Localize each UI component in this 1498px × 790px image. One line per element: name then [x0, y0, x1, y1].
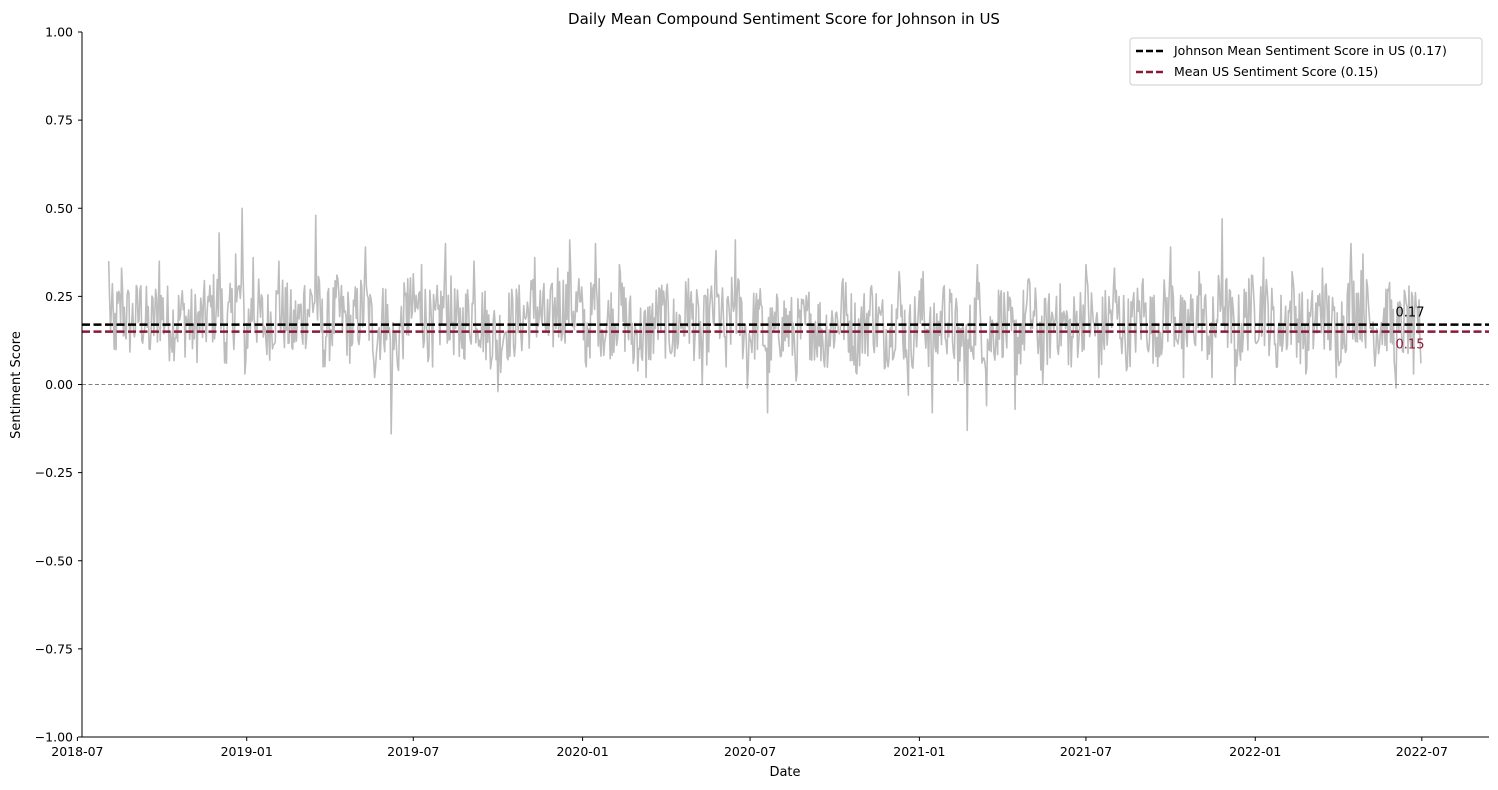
legend: Johnson Mean Sentiment Score in US (0.17… [1129, 37, 1483, 86]
x-tick-label: 2021-01 [893, 744, 945, 759]
y-tick-label: −0.75 [35, 641, 73, 656]
x-ticks: 2018-07 2019-01 2019-07 2020-01 2020-07 2021-… [51, 737, 1448, 759]
y-tick-label: 0.25 [45, 289, 73, 304]
x-tick-label: 2022-01 [1229, 744, 1281, 759]
y-tick-label: 1.00 [45, 25, 73, 40]
series-line [107, 207, 1422, 435]
y-axis-label: Sentiment Score [9, 331, 24, 439]
legend-entry-johnson: Johnson Mean Sentiment Score in US (0.17… [1173, 43, 1447, 58]
chart-title: Daily Mean Compound Sentiment Score for … [568, 10, 1000, 28]
y-tick-label: −1.00 [35, 730, 73, 745]
y-tick-label: 0.00 [45, 377, 73, 392]
reference-lines [82, 323, 1489, 385]
x-tick-label: 2018-07 [51, 744, 103, 759]
y-tick-label: −0.25 [35, 465, 73, 480]
x-tick-label: 2020-01 [556, 744, 608, 759]
legend-entry-us-mean: Mean US Sentiment Score (0.15) [1174, 64, 1378, 79]
x-tick-label: 2020-07 [724, 744, 776, 759]
x-axis-label: Date [769, 765, 800, 780]
y-tick-label: 0.50 [45, 201, 73, 216]
x-tick-label: 2019-07 [387, 744, 439, 759]
y-ticks: −1.00 −0.75 −0.50 −0.25 0.00 0.25 0.50 0.75 1.00 [35, 25, 82, 745]
plot-area [82, 207, 1489, 435]
x-tick-label: 2022-07 [1396, 744, 1448, 759]
axes: −1.00 −0.75 −0.50 −0.25 0.00 0.25 0.50 0.75 1.00… [35, 25, 1489, 759]
annotations: 0.17 0.15 [1396, 306, 1425, 353]
x-tick-label: 2021-07 [1060, 744, 1112, 759]
reference-annotation-0: 0.17 [1396, 306, 1425, 321]
reference-annotation-1: 0.15 [1396, 338, 1425, 353]
y-tick-label: −0.50 [35, 553, 73, 568]
x-tick-label: 2019-01 [221, 744, 273, 759]
series-layer [107, 207, 1422, 435]
y-tick-label: 0.75 [45, 113, 73, 128]
legend-box [1129, 37, 1483, 86]
